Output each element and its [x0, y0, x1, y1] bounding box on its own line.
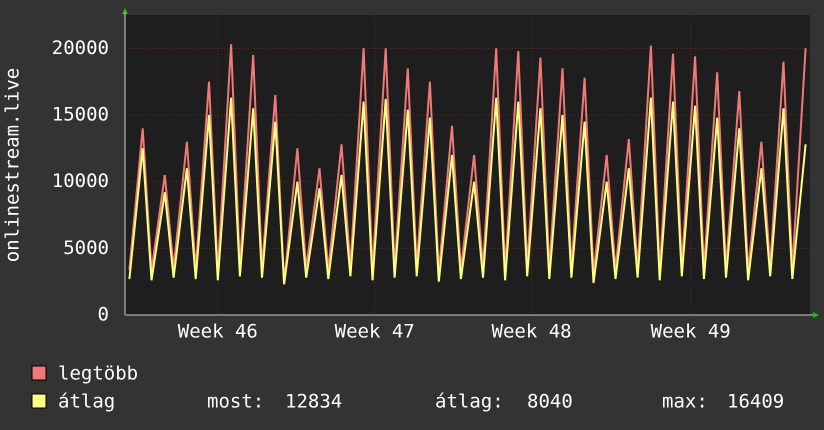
legend-swatch [31, 393, 47, 409]
legend-label: legtöbb [58, 363, 138, 385]
stat-label: max: [662, 391, 708, 413]
x-tick-label: Week 47 [335, 321, 415, 343]
axis-arrow [122, 8, 128, 14]
series-line [128, 97, 807, 285]
stat-label: átlag: [435, 391, 504, 413]
series-line [128, 44, 807, 284]
y-tick-label: 15000 [52, 104, 109, 126]
legend-swatch [31, 365, 47, 381]
y-tick-label: 5000 [63, 237, 109, 259]
stat-label: most: [207, 391, 264, 413]
y-tick-label: 0 [98, 304, 109, 326]
stat-value: 16409 [727, 391, 784, 413]
plot-area [125, 15, 810, 315]
y-axis-label: onlinestream.live [2, 68, 24, 262]
stat-value: 8040 [527, 391, 573, 413]
axis-arrow [813, 312, 819, 318]
legend-label: átlag [58, 391, 115, 413]
y-tick-label: 10000 [52, 170, 109, 192]
x-tick-label: Week 46 [178, 321, 258, 343]
x-tick-label: Week 49 [651, 321, 731, 343]
stat-value: 12834 [285, 391, 342, 413]
y-tick-label: 20000 [52, 37, 109, 59]
x-tick-label: Week 48 [492, 321, 572, 343]
